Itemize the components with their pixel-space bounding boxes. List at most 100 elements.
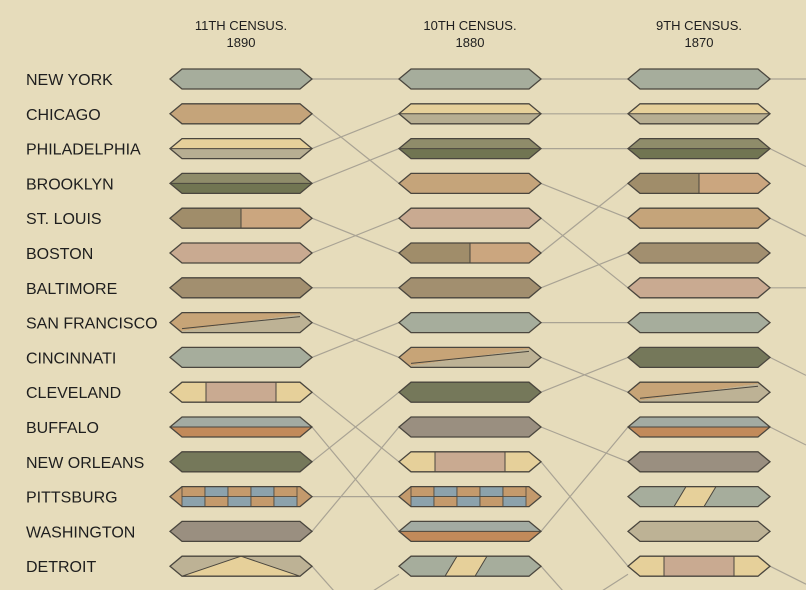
- badge-outline: [397, 451, 543, 473]
- badge-outline: [397, 346, 543, 369]
- badge-buffalo-1880: [397, 520, 543, 543]
- city-label-cincinnati: CINCINNATI: [26, 350, 116, 367]
- connector-buffalo-1880: [540, 426, 629, 532]
- connector-boston-1890: [311, 217, 400, 254]
- connector-washington-1890: [311, 426, 400, 532]
- city-label-boston: BOSTON: [26, 246, 93, 263]
- badge-baltimore-1870: [626, 242, 772, 264]
- badge-unlabeled-14-1880: [397, 555, 543, 577]
- badge-outline: [626, 555, 772, 577]
- badge-washington-1870: [626, 451, 772, 473]
- badge-outline: [168, 172, 314, 195]
- badge-brooklyn-1870: [626, 137, 772, 160]
- connector-baltimore-1880: [540, 252, 629, 289]
- badge-san-francisco-1890: [168, 311, 314, 334]
- connector-philadelphia-1890: [311, 113, 400, 150]
- city-label-pittsburg: PITTSBURG: [26, 490, 118, 507]
- badge-st-louis-1880: [397, 242, 543, 264]
- connector-new-orleans-1880: [540, 356, 629, 393]
- census-year-1870: 1870: [685, 35, 714, 50]
- badge-outline: [397, 416, 543, 438]
- city-label-new-york: NEW YORK: [26, 72, 113, 89]
- badge-detroit-1890: [168, 555, 314, 577]
- badge-new-york-1890: [168, 68, 314, 90]
- connector-offpage-chicago: [769, 217, 806, 237]
- connector-new-orleans-1890: [311, 391, 400, 463]
- connector-offpage-brooklyn: [769, 148, 806, 168]
- city-label-washington: WASHINGTON: [26, 524, 135, 541]
- city-label-detroit: DETROIT: [26, 559, 96, 576]
- badge-new-orleans-1870: [626, 346, 772, 369]
- connector-bottom-2: [540, 565, 563, 590]
- badge-philadelphia-1890: [168, 137, 314, 160]
- city-badges: [168, 68, 772, 577]
- city-label-cleveland: CLEVELAND: [26, 385, 121, 402]
- connector-offpage-cleveland: [769, 565, 806, 585]
- rank-connectors: [311, 78, 806, 590]
- badge-philadelphia-1870: [626, 103, 772, 125]
- badge-pittsburg-1890: [168, 485, 314, 508]
- city-label-philadelphia: PHILADELPHIA: [26, 142, 141, 159]
- connector-chicago-1880: [540, 182, 629, 219]
- badge-baltimore-1880: [397, 277, 543, 299]
- badge-outline: [626, 277, 772, 299]
- census-title-1880: 10TH CENSUS.: [423, 18, 516, 33]
- badge-outline: [168, 346, 314, 369]
- badge-outline: [397, 381, 543, 403]
- badge-outline: [626, 451, 772, 473]
- badge-outline: [397, 242, 543, 264]
- badge-outline: [626, 346, 772, 369]
- census-year-1880: 1880: [456, 35, 485, 50]
- badge-st-louis-1870: [626, 172, 772, 195]
- connector-offpage-new-orleans: [769, 356, 806, 376]
- connector-st-louis-1880: [540, 182, 629, 254]
- badge-baltimore-1890: [168, 277, 314, 299]
- city-labels: NEW YORK CHICAGO PHILADELPHIA BROOKLYN ST. L…: [26, 72, 158, 576]
- city-label-san-francisco: SAN FRANCISCO: [26, 316, 158, 333]
- badge-outline: [397, 485, 543, 508]
- badge-boston-1870: [626, 277, 772, 299]
- badge-outline: [168, 520, 314, 543]
- badge-outline: [168, 451, 314, 473]
- badge-brooklyn-1890: [168, 172, 314, 195]
- badge-outline: [397, 555, 543, 577]
- connector-cleveland-1880: [540, 461, 629, 567]
- badge-outline: [626, 172, 772, 195]
- badge-buffalo-1870: [626, 416, 772, 438]
- badge-washington-1880: [397, 416, 543, 438]
- connector-washington-1880: [540, 426, 629, 463]
- connector-brooklyn-1890: [311, 148, 400, 184]
- badge-outline: [397, 311, 543, 334]
- connector-bottom-0: [311, 565, 334, 590]
- badge-buffalo-1890: [168, 416, 314, 438]
- city-label-baltimore: BALTIMORE: [26, 281, 117, 298]
- badge-new-york-1870: [626, 68, 772, 90]
- badge-outline: [397, 207, 543, 229]
- badge-san-francisco-1880: [397, 346, 543, 369]
- badge-chicago-1870: [626, 207, 772, 229]
- badge-boston-1890: [168, 242, 314, 264]
- badge-outline: [168, 277, 314, 299]
- badge-outline: [626, 207, 772, 229]
- city-label-brooklyn: BROOKLYN: [26, 176, 114, 193]
- badge-outline: [626, 311, 772, 334]
- badge-unlabeled-13-1870: [626, 520, 772, 543]
- badge-cleveland-1890: [168, 381, 314, 403]
- connector-cincinnati-1890: [311, 322, 400, 358]
- badge-cincinnati-1890: [168, 346, 314, 369]
- badge-chicago-1890: [168, 103, 314, 125]
- badge-outline: [397, 103, 543, 125]
- badge-new-york-1880: [397, 68, 543, 90]
- badge-boston-1880: [397, 207, 543, 229]
- badge-outline: [168, 103, 314, 125]
- census-title-1890: 11TH CENSUS.: [195, 18, 287, 33]
- connector-bottom-1: [373, 573, 400, 590]
- badge-brooklyn-1880: [397, 137, 543, 160]
- city-label-chicago: CHICAGO: [26, 107, 101, 124]
- connector-bottom-3: [602, 573, 629, 590]
- badge-outline: [168, 485, 314, 508]
- badge-outline: [626, 242, 772, 264]
- badge-new-orleans-1890: [168, 451, 314, 473]
- badge-outline: [168, 207, 314, 229]
